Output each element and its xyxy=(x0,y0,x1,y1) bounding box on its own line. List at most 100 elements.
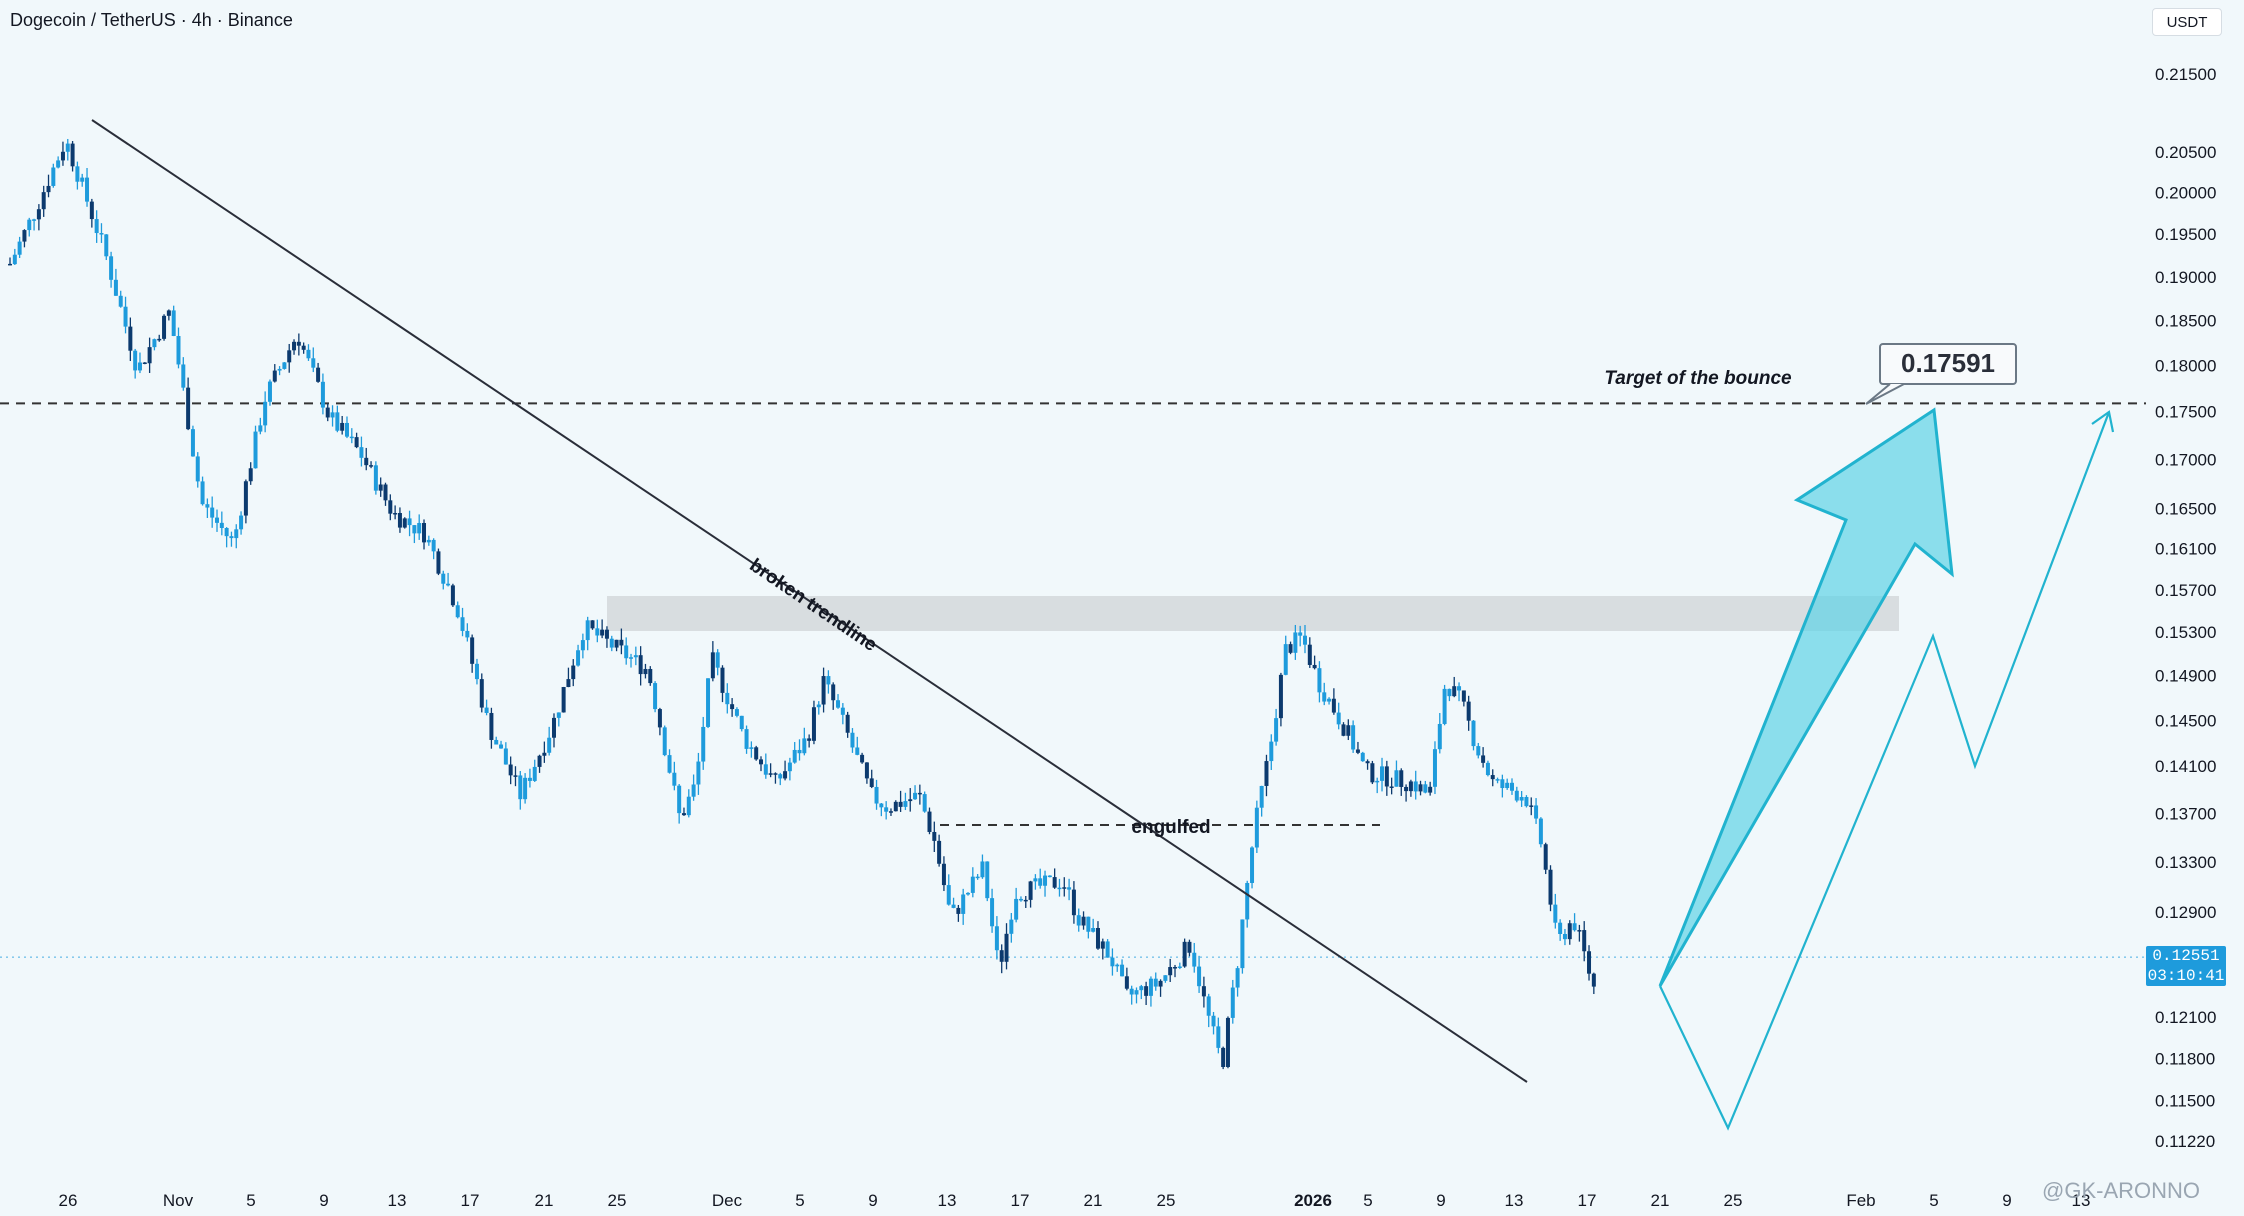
candle-body xyxy=(1144,986,1149,996)
candle-body xyxy=(946,885,951,905)
price-tick-label: 0.14900 xyxy=(2155,667,2216,686)
candle-body xyxy=(1187,941,1192,953)
candle-body xyxy=(1505,782,1510,789)
candle-body xyxy=(937,840,942,864)
candle-body xyxy=(778,774,783,779)
candle-body xyxy=(1086,916,1091,932)
candle-body xyxy=(89,201,94,220)
time-tick-label: 9 xyxy=(319,1191,328,1210)
candle-body xyxy=(1548,869,1553,905)
candle-body xyxy=(65,143,70,152)
candle-body xyxy=(397,512,402,528)
currency-button[interactable]: USDT xyxy=(2152,8,2222,36)
candle-body xyxy=(763,764,768,775)
time-tick-label: 5 xyxy=(1929,1191,1938,1210)
candle-body xyxy=(70,143,75,167)
symbol-title: Dogecoin / TetherUS · 4h · Binance xyxy=(10,10,293,30)
watermark-text: @GK-ARONNO xyxy=(2042,1178,2201,1203)
candle-body xyxy=(1264,761,1269,786)
candle-body xyxy=(8,263,12,266)
candle-body xyxy=(715,652,720,668)
time-tick-label: 25 xyxy=(608,1191,627,1210)
candle-body xyxy=(1437,723,1442,750)
candle-body xyxy=(662,727,667,756)
candle-body xyxy=(450,585,455,606)
candle-body xyxy=(1283,644,1288,675)
candle-body xyxy=(1028,881,1033,900)
candle-body xyxy=(205,504,210,508)
target-callout-pointer xyxy=(1865,383,1905,405)
candle-body xyxy=(1423,784,1428,793)
candle-body xyxy=(1534,805,1539,819)
candle-body xyxy=(1466,701,1471,721)
candle-body xyxy=(378,484,383,491)
time-tick-label: 9 xyxy=(2002,1191,2011,1210)
candle-body xyxy=(576,650,581,666)
candle-body xyxy=(479,679,484,708)
candle-body xyxy=(1052,877,1057,888)
candle-body xyxy=(344,422,349,437)
candle-body xyxy=(484,707,489,713)
engulfed-label: engulfed xyxy=(1131,817,1210,838)
time-tick-label: 5 xyxy=(795,1191,804,1210)
candle-body xyxy=(316,367,321,382)
price-tick-label: 0.15700 xyxy=(2155,581,2216,600)
candle-body xyxy=(1014,898,1019,920)
candle-body xyxy=(1587,951,1592,974)
candle-body xyxy=(701,726,706,762)
candle-body xyxy=(922,794,927,812)
candle-body xyxy=(758,759,763,765)
candle-body xyxy=(282,362,287,369)
candle-body xyxy=(157,338,162,341)
candle-body xyxy=(720,667,725,693)
broken-trendline xyxy=(91,119,1528,1083)
candle-body xyxy=(1173,967,1178,969)
candle-body xyxy=(248,468,253,482)
price-tick-label: 0.12900 xyxy=(2155,903,2216,922)
candle-body xyxy=(60,151,65,161)
candle-body xyxy=(537,755,542,767)
candle-body xyxy=(1302,635,1307,645)
candle-body xyxy=(1043,875,1048,886)
last-price-value: 0.12551 xyxy=(2152,947,2220,965)
time-tick-label: 17 xyxy=(1011,1191,1030,1210)
candle-body xyxy=(1360,752,1365,762)
candle-body xyxy=(1148,978,1153,996)
time-tick-label: 25 xyxy=(1157,1191,1176,1210)
price-tick-label: 0.14100 xyxy=(2155,757,2216,776)
candle-body xyxy=(1129,988,1134,995)
candle-body xyxy=(1168,967,1173,976)
price-tick-label: 0.13700 xyxy=(2155,804,2216,823)
candle-body xyxy=(1018,898,1023,901)
price-tick-label: 0.11800 xyxy=(2155,1049,2215,1068)
time-tick-label: 13 xyxy=(388,1191,407,1210)
candle-body xyxy=(643,668,648,675)
candle-body xyxy=(162,315,167,339)
candle-body xyxy=(1312,664,1317,669)
candle-body xyxy=(1250,847,1255,883)
candle-body xyxy=(1062,887,1067,889)
candle-body xyxy=(94,219,99,234)
candle-body xyxy=(1365,761,1370,764)
target-label: Target of the bounce xyxy=(1604,368,1792,389)
candle-body xyxy=(1591,973,1596,987)
time-tick-label: 17 xyxy=(1578,1191,1597,1210)
candle-body xyxy=(431,539,436,552)
candle-body xyxy=(561,687,566,713)
time-tick-label: 9 xyxy=(1436,1191,1445,1210)
candle-body xyxy=(888,811,893,813)
candle-body xyxy=(1495,779,1500,781)
candle-body xyxy=(422,522,427,543)
candle-body xyxy=(1346,725,1351,736)
candle-body xyxy=(527,777,532,781)
candle-body xyxy=(446,583,451,586)
candle-body xyxy=(292,341,297,351)
candle-body xyxy=(1259,785,1264,808)
candle-body xyxy=(364,457,369,466)
candle-body xyxy=(46,185,51,193)
time-tick-label: 25 xyxy=(1724,1191,1743,1210)
candle-body xyxy=(802,738,807,754)
candle-body xyxy=(836,700,841,708)
candle-body xyxy=(633,655,638,658)
